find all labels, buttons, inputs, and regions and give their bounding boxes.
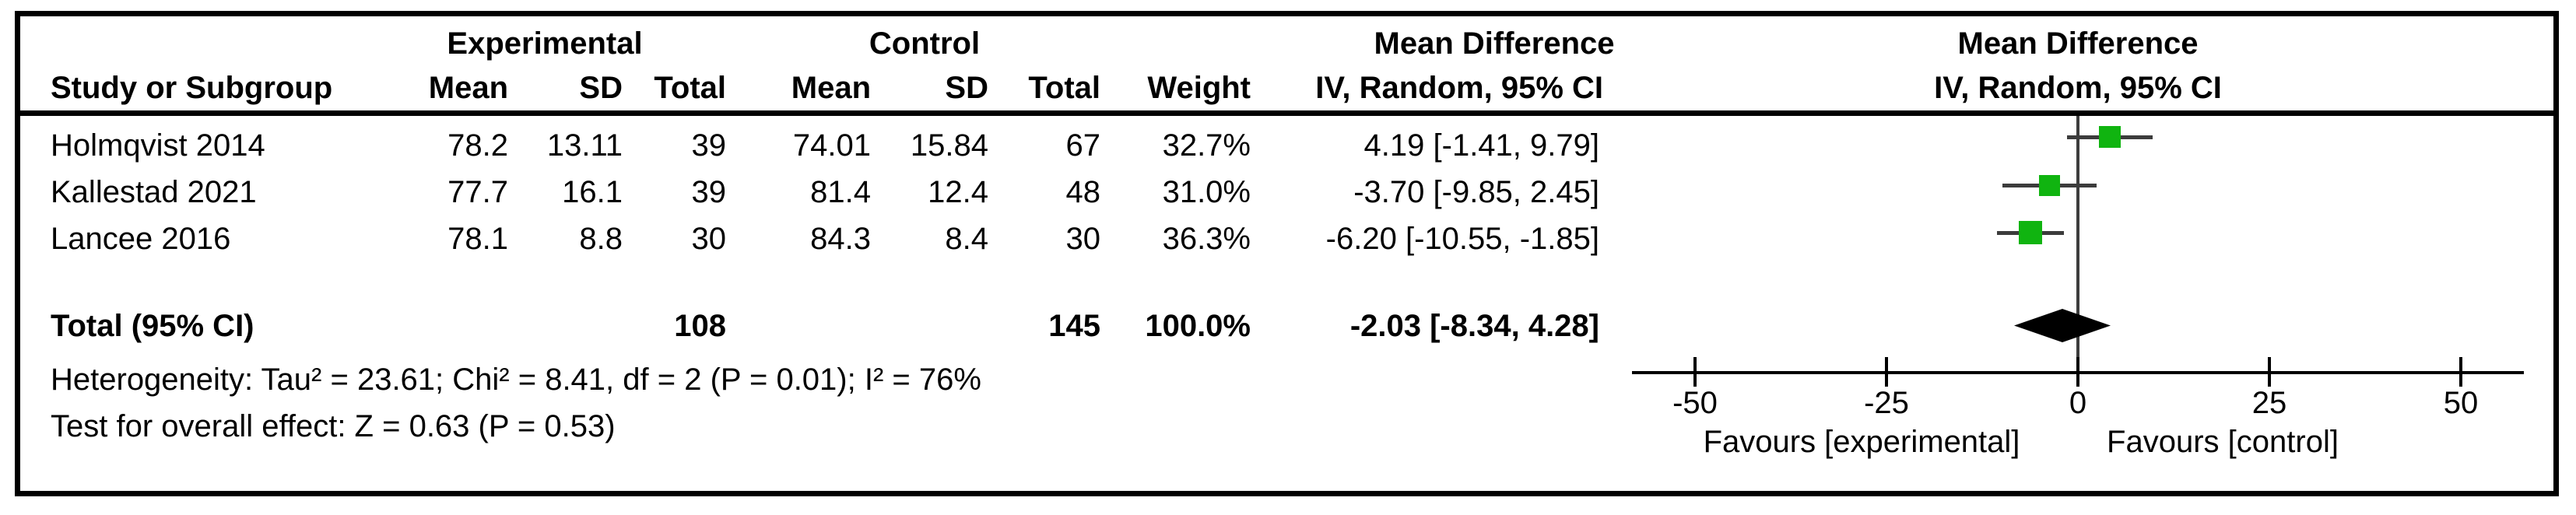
sd-experimental: 13.11 [546,128,623,163]
col-header-sd-control: SD [945,71,988,105]
sd-control: 8.4 [945,222,988,256]
plot-header-mean-difference: Mean Difference [1957,26,2199,61]
weight-value: 36.3% [1162,222,1251,256]
x-axis-tick [2268,357,2271,387]
weight-value: 32.7% [1162,128,1251,163]
sd-control: 12.4 [928,175,988,209]
heterogeneity-stats: Heterogeneity: Tau² = 23.61; Chi² = 8.41… [51,363,981,397]
mean-control: 74.01 [792,128,871,163]
effect-square-lancee-2016 [2019,221,2042,244]
mean-control: 81.4 [810,175,871,209]
study-name: Holmqvist 2014 [51,128,265,163]
group-header-mean-difference: Mean Difference [1374,26,1615,61]
sd-experimental: 8.8 [579,222,623,256]
x-axis-tick [2076,357,2079,387]
col-header-sd-experimental: SD [579,71,623,105]
md-ci-value: 4.19 [-1.41, 9.79] [1363,128,1599,163]
mean-experimental: 78.2 [447,128,508,163]
group-header-experimental: Experimental [447,26,643,61]
total-control: 30 [1065,222,1101,256]
study-name: Kallestad 2021 [51,175,257,209]
sd-experimental: 16.1 [562,175,623,209]
effect-square-kallestad-2021 [2039,175,2060,196]
weight-value: 31.0% [1162,175,1251,209]
total-n-experimental: 108 [674,309,726,343]
study-name: Lancee 2016 [51,222,231,256]
total-control: 67 [1065,128,1101,163]
header-divider-line [15,110,2559,116]
figure-border [15,11,2559,496]
sd-control: 15.84 [910,128,988,163]
total-experimental: 30 [691,222,727,256]
col-header-iv-random-ci: IV, Random, 95% CI [1315,71,1603,105]
overall-effect-stats: Test for overall effect: Z = 0.63 (P = 0… [51,409,616,443]
total-weight: 100.0% [1145,309,1251,343]
col-header-total-control: Total [1028,71,1100,105]
total-control: 48 [1065,175,1101,209]
md-ci-value: -6.20 [-10.55, -1.85] [1325,222,1599,256]
total-md-ci: -2.03 [-8.34, 4.28] [1349,309,1599,343]
x-axis-tick [2459,357,2462,387]
x-tick-label: -25 [1864,386,1909,420]
mean-experimental: 78.1 [447,222,508,256]
col-header-mean-control: Mean [791,71,871,105]
zero-reference-line [2076,116,2079,373]
x-tick-label: 25 [2251,386,2287,420]
x-axis-tick [1693,357,1697,387]
col-header-study: Study or Subgroup [51,71,333,105]
mean-control: 84.3 [810,222,871,256]
x-tick-label: 0 [2069,386,2087,420]
group-header-control: Control [869,26,981,61]
x-tick-label: 50 [2443,386,2479,420]
plot-header-iv-random-ci: IV, Random, 95% CI [1934,71,2222,105]
x-axis-tick [1885,357,1888,387]
total-label: Total (95% CI) [51,309,254,343]
mean-experimental: 77.7 [447,175,508,209]
favours-experimental-label: Favours [experimental] [1703,425,2020,459]
effect-square-holmqvist-2014 [2099,126,2121,148]
total-experimental: 39 [691,175,727,209]
md-ci-value: -3.70 [-9.85, 2.45] [1353,175,1599,209]
favours-control-label: Favours [control] [2107,425,2339,459]
x-tick-label: -50 [1672,386,1718,420]
col-header-mean-experimental: Mean [428,71,508,105]
col-header-total-experimental: Total [654,71,726,105]
total-experimental: 39 [691,128,727,163]
total-n-control: 145 [1048,309,1100,343]
col-header-weight: Weight [1147,71,1251,105]
